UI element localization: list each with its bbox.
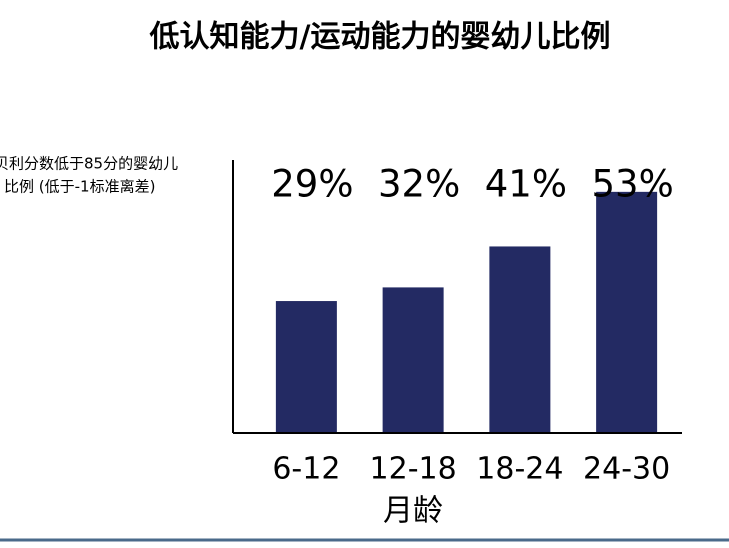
data-label: 32% [378,163,460,206]
x-tick-label: 6-12 [272,452,340,487]
data-label: 53% [592,163,674,206]
x-tick-label: 18-24 [476,452,563,487]
bar [382,287,444,433]
data-label: 41% [485,163,567,206]
y-axis-label: 贝利分数低于85分的婴幼儿 [0,155,178,173]
x-tick-label: 12-18 [370,452,457,487]
bar [596,191,658,433]
bar [275,301,337,433]
y-axis-label: 比例 (低于-1标准离差) [4,178,155,196]
chart-title: 低认知能力/运动能力的婴幼儿比例 [149,20,611,55]
x-axis-label: 月龄 [383,494,443,529]
x-tick-label: 24-30 [583,452,670,487]
bar [489,246,551,433]
data-label: 29% [271,163,353,206]
